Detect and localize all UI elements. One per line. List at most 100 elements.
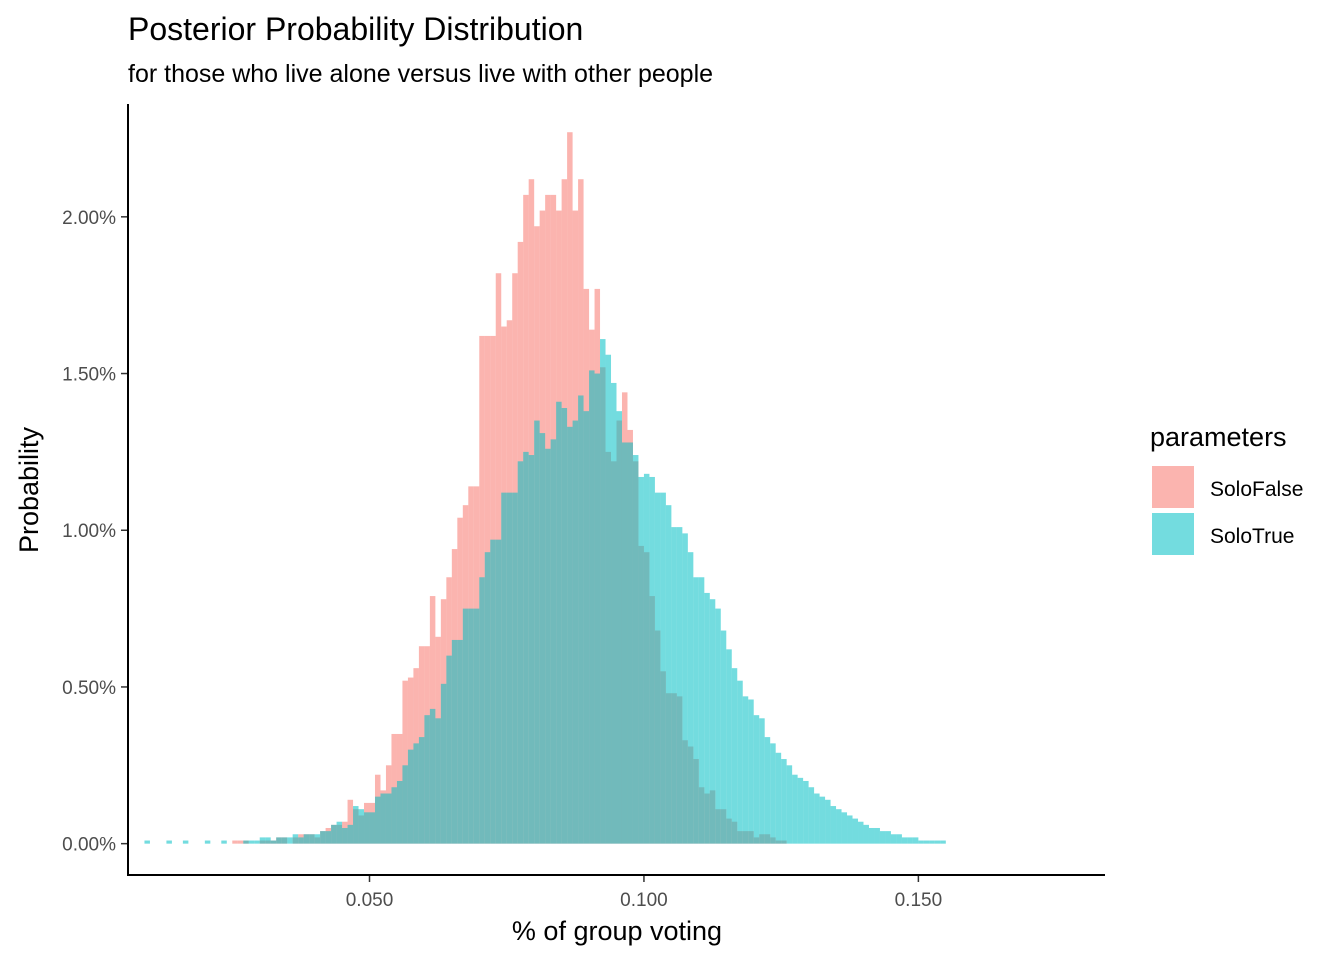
solotrue-bar bbox=[715, 608, 721, 844]
solotrue-bar bbox=[391, 787, 397, 844]
solotrue-bar bbox=[342, 827, 348, 844]
solotrue-bar bbox=[825, 799, 831, 844]
solotrue-bar bbox=[638, 476, 644, 844]
solotrue-bar bbox=[885, 831, 891, 844]
x-tick-label: 0.150 bbox=[895, 890, 943, 911]
solofalse-bar bbox=[237, 840, 244, 844]
solotrue-bar bbox=[940, 840, 946, 844]
solotrue-bar bbox=[863, 824, 869, 844]
solotrue-bar bbox=[841, 812, 848, 844]
solotrue-bar bbox=[572, 420, 579, 844]
solotrue-bar bbox=[890, 834, 897, 844]
legend-label-solotrue: SoloTrue bbox=[1210, 525, 1294, 548]
solotrue-bar bbox=[896, 834, 902, 844]
solotrue-bar bbox=[786, 765, 793, 844]
solotrue-bar bbox=[753, 715, 760, 844]
solotrue-bar bbox=[770, 743, 776, 844]
solotrue-bar bbox=[847, 815, 853, 844]
solotrue-bar bbox=[621, 442, 628, 844]
solotrue-bar bbox=[781, 759, 787, 844]
solotrue-bar bbox=[468, 608, 474, 844]
solofalse-bar bbox=[347, 799, 354, 844]
solotrue-bar bbox=[396, 780, 403, 844]
solotrue-bar bbox=[473, 608, 480, 844]
solotrue-bar bbox=[298, 837, 304, 844]
solotrue-bar bbox=[836, 809, 842, 844]
solotrue-bar bbox=[435, 718, 441, 844]
y-tick-label: 1.00% bbox=[62, 521, 116, 542]
solotrue-bar bbox=[682, 533, 688, 844]
solotrue-bar bbox=[660, 492, 666, 844]
legend-swatch-solofalse bbox=[1152, 466, 1194, 508]
solotrue-bar bbox=[819, 796, 826, 844]
solotrue-bar bbox=[600, 339, 606, 844]
solotrue-bar bbox=[550, 439, 557, 844]
solotrue-bar bbox=[243, 840, 249, 844]
solotrue-bar bbox=[578, 395, 584, 844]
solotrue-bar bbox=[325, 831, 332, 844]
solotrue-bar bbox=[303, 834, 310, 844]
solotrue-bar bbox=[742, 696, 749, 844]
solotrue-bar bbox=[616, 411, 622, 844]
solotrue-bar bbox=[901, 837, 908, 844]
solotrue-bar bbox=[429, 708, 436, 844]
solotrue-bar bbox=[254, 840, 260, 844]
solotrue-bar bbox=[144, 840, 150, 844]
legend-swatch-solotrue bbox=[1152, 513, 1194, 555]
solotrue-bar bbox=[676, 527, 683, 844]
y-tick-label: 2.00% bbox=[62, 208, 116, 229]
solotrue-bar bbox=[440, 683, 447, 844]
solotrue-bar bbox=[830, 806, 837, 844]
solotrue-bar bbox=[764, 737, 771, 844]
solotrue-bar bbox=[369, 812, 375, 844]
solotrue-bar bbox=[611, 382, 617, 844]
solotrue-bar bbox=[907, 837, 913, 844]
solotrue-bar bbox=[204, 840, 211, 844]
solotrue-bar bbox=[759, 718, 765, 844]
solotrue-bar bbox=[665, 505, 672, 844]
solotrue-bar bbox=[528, 455, 535, 844]
solotrue-bar bbox=[418, 737, 425, 844]
solotrue-bar bbox=[589, 370, 595, 844]
x-tick-label: 0.050 bbox=[346, 890, 394, 911]
solotrue-bar bbox=[687, 552, 694, 844]
y-tick-label: 0.00% bbox=[62, 835, 116, 856]
solotrue-bar bbox=[567, 426, 573, 844]
solotrue-bar bbox=[457, 639, 463, 844]
solotrue-bar bbox=[649, 476, 655, 844]
solotrue-bar bbox=[912, 837, 919, 844]
solotrue-bar bbox=[879, 831, 886, 844]
solotrue-bar bbox=[709, 599, 716, 844]
solotrue-bar bbox=[506, 492, 513, 844]
solotrue-bar bbox=[698, 577, 705, 844]
solotrue-bar bbox=[413, 743, 419, 844]
solotrue-bar bbox=[627, 442, 633, 844]
solotrue-bar bbox=[561, 408, 568, 844]
solotrue-bar bbox=[358, 809, 365, 844]
solotrue-bar bbox=[364, 812, 370, 844]
solotrue-bar bbox=[259, 837, 266, 844]
solotrue-bar bbox=[545, 448, 551, 844]
solotrue-bar bbox=[385, 793, 392, 844]
solotrue-bar bbox=[309, 834, 315, 844]
solotrue-bar bbox=[852, 818, 859, 844]
solotrue-bar bbox=[720, 630, 727, 844]
solotrue-bar bbox=[276, 837, 282, 844]
solotrue-bar bbox=[693, 577, 699, 844]
solotrue-bar bbox=[808, 787, 815, 844]
solofalse-bar bbox=[402, 680, 408, 844]
solotrue-bar bbox=[407, 749, 414, 844]
solotrue-bar bbox=[737, 680, 743, 844]
legend-title: parameters bbox=[1150, 422, 1287, 452]
solotrue-bar bbox=[353, 806, 359, 844]
solotrue-bar bbox=[248, 840, 255, 844]
x-axis-ticks: 0.050 0.100 0.150 bbox=[346, 875, 942, 911]
solotrue-bar bbox=[671, 527, 677, 844]
solotrue-bar bbox=[512, 492, 518, 844]
legend: parameters SoloFalse SoloTrue bbox=[1150, 422, 1303, 555]
solotrue-bar bbox=[814, 793, 820, 844]
solotrue-bar bbox=[918, 840, 924, 844]
solotrue-bar bbox=[748, 699, 754, 844]
solotrue-bar bbox=[556, 401, 562, 844]
